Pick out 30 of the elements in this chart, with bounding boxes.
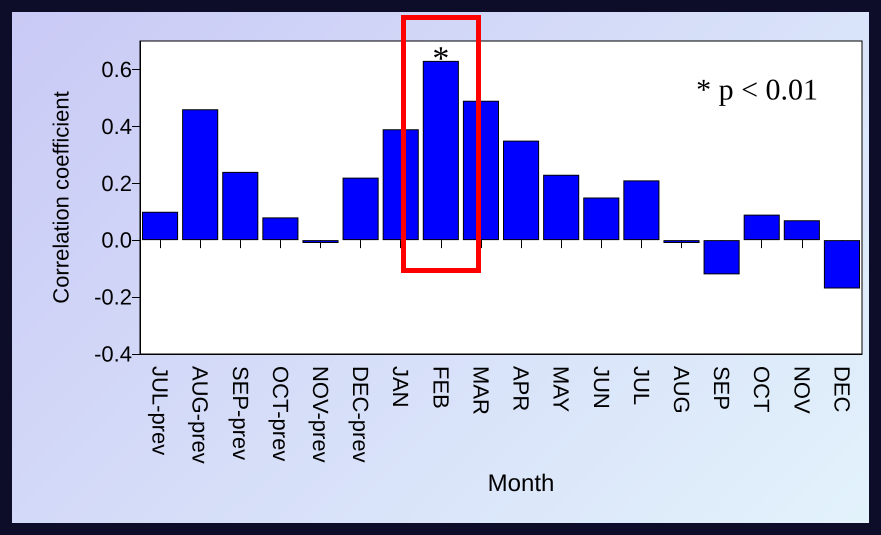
x-tick-label: SEP-prev — [228, 366, 253, 460]
x-tick-label: SEP — [709, 366, 734, 410]
y-tick-label: 0.6 — [101, 56, 132, 82]
y-tick-label: 0.0 — [101, 228, 132, 253]
x-tick-label: JUN — [588, 366, 614, 409]
y-tick-label: -0.2 — [94, 284, 132, 310]
x-tick-label: FEB — [428, 366, 454, 409]
x-tick-label: NOV-prev — [308, 366, 333, 463]
x-tick-label: AUG-prev — [188, 366, 213, 464]
x-axis-title: Month — [488, 470, 554, 498]
x-tick-label: DEC-prev — [348, 366, 374, 463]
x-tick-label: MAR — [468, 366, 494, 415]
x-tick-label: OCT — [749, 366, 774, 412]
x-tick-label: MAY — [548, 366, 574, 412]
x-tick-label: JAN — [388, 366, 414, 408]
annotation: * p < 0.01 — [696, 74, 818, 106]
annotation: * — [432, 40, 450, 78]
y-tick-label: 0.2 — [101, 170, 132, 196]
x-tick-label: JUL-prev — [148, 366, 173, 456]
x-tick-label: AUG — [669, 366, 694, 414]
x-tick-label: DEC — [829, 366, 854, 413]
bar — [704, 240, 740, 274]
x-tick-label: NOV — [789, 366, 814, 414]
x-tick-label: APR — [508, 366, 534, 412]
y-tick-label: 0.4 — [101, 114, 132, 139]
x-tick-label: OCT-prev — [268, 366, 293, 462]
y-axis-title: Correlation coefficient — [48, 91, 74, 304]
y-tick-label: -0.4 — [94, 342, 132, 366]
bar — [824, 240, 860, 289]
x-tick-label: JUL — [628, 366, 654, 406]
